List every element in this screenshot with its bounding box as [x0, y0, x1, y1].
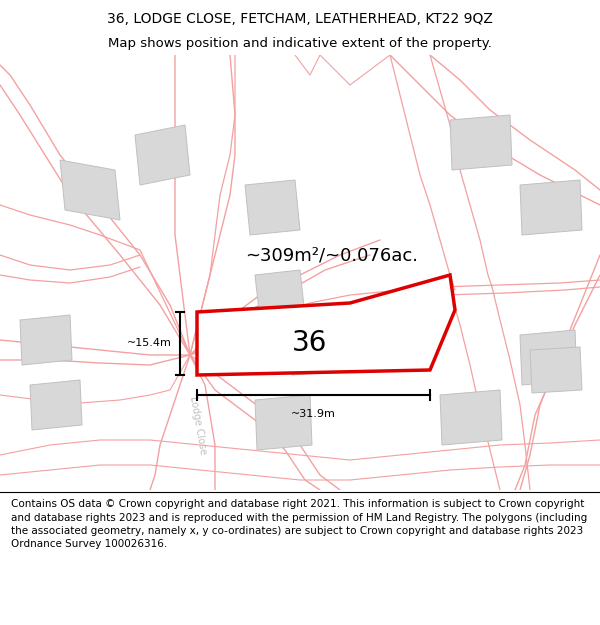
- Polygon shape: [290, 315, 362, 375]
- Polygon shape: [135, 125, 190, 185]
- Text: ~309m²/~0.076ac.: ~309m²/~0.076ac.: [245, 246, 418, 264]
- Text: Map shows position and indicative extent of the property.: Map shows position and indicative extent…: [108, 38, 492, 51]
- Polygon shape: [245, 180, 300, 235]
- Text: ~15.4m: ~15.4m: [127, 339, 172, 349]
- Text: ~31.9m: ~31.9m: [291, 409, 336, 419]
- Polygon shape: [20, 315, 72, 365]
- Polygon shape: [440, 390, 502, 445]
- Text: 36: 36: [292, 329, 328, 357]
- Text: Contains OS data © Crown copyright and database right 2021. This information is : Contains OS data © Crown copyright and d…: [11, 499, 587, 549]
- Polygon shape: [30, 380, 82, 430]
- Polygon shape: [255, 270, 305, 320]
- Polygon shape: [60, 160, 120, 220]
- Polygon shape: [520, 180, 582, 235]
- Text: Lodge Close: Lodge Close: [188, 395, 208, 455]
- Polygon shape: [520, 330, 577, 385]
- Text: 36, LODGE CLOSE, FETCHAM, LEATHERHEAD, KT22 9QZ: 36, LODGE CLOSE, FETCHAM, LEATHERHEAD, K…: [107, 12, 493, 26]
- Polygon shape: [530, 347, 582, 393]
- Polygon shape: [450, 115, 512, 170]
- Polygon shape: [255, 395, 312, 450]
- Polygon shape: [197, 275, 455, 375]
